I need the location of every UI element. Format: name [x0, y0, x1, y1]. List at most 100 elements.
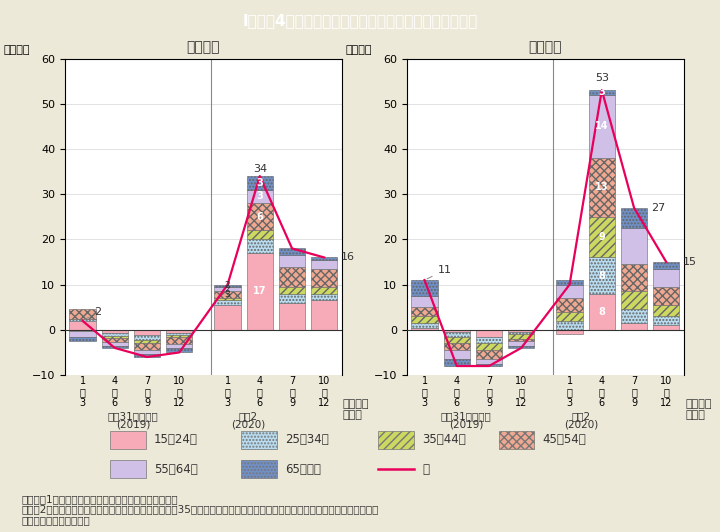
Bar — [102, 342, 128, 346]
Bar — [621, 228, 647, 264]
Bar — [166, 348, 192, 352]
Bar — [411, 323, 438, 328]
Bar — [444, 350, 470, 359]
Bar — [588, 158, 615, 217]
Bar — [279, 267, 305, 287]
Text: （月期）: （月期） — [343, 399, 369, 409]
Bar — [102, 334, 128, 336]
Bar — [134, 340, 161, 344]
Bar — [279, 255, 305, 267]
Text: (2019): (2019) — [116, 419, 150, 429]
Bar — [215, 301, 240, 305]
Bar — [411, 280, 438, 296]
Text: 65歳以上: 65歳以上 — [285, 463, 321, 476]
Text: 6: 6 — [256, 212, 264, 222]
Bar — [476, 337, 503, 344]
Bar — [311, 301, 338, 330]
Text: 8: 8 — [598, 307, 606, 317]
Bar — [621, 264, 647, 292]
Text: 2: 2 — [85, 307, 101, 319]
Text: 14: 14 — [595, 121, 608, 131]
Bar — [110, 460, 145, 478]
Bar — [653, 262, 680, 269]
Bar — [69, 310, 96, 319]
Bar — [279, 294, 305, 303]
Bar — [411, 307, 438, 316]
Bar — [279, 248, 305, 255]
Bar — [588, 294, 615, 330]
Text: 3: 3 — [256, 192, 264, 202]
Text: 17: 17 — [253, 286, 266, 296]
Bar — [279, 303, 305, 330]
Bar — [498, 431, 534, 449]
Bar — [246, 253, 273, 330]
Text: 34: 34 — [253, 164, 267, 174]
Bar — [411, 328, 438, 330]
Bar — [311, 269, 338, 287]
Bar — [215, 292, 240, 298]
Bar — [476, 330, 503, 337]
Bar — [476, 364, 503, 366]
Bar — [311, 294, 338, 301]
Text: 25～34歳: 25～34歳 — [285, 434, 329, 446]
Bar — [653, 287, 680, 305]
Text: 45～54歳: 45～54歳 — [542, 434, 586, 446]
Text: 3: 3 — [256, 178, 264, 188]
Bar — [102, 338, 128, 342]
Bar — [508, 332, 534, 335]
Text: 27: 27 — [651, 203, 665, 213]
Bar — [508, 339, 534, 341]
Bar — [476, 350, 503, 359]
Bar — [557, 298, 582, 312]
Bar — [69, 337, 96, 341]
Bar — [134, 350, 161, 354]
Bar — [508, 335, 534, 339]
Bar — [444, 359, 470, 366]
Bar — [134, 344, 161, 350]
Bar — [653, 305, 680, 316]
Bar — [653, 269, 680, 287]
Text: 令和2: 令和2 — [239, 411, 258, 421]
Bar — [246, 239, 273, 253]
Text: 2．「追加就労希望就業者」とは，就業時間が週35時間未満の就業者のうち，就業時間の追加を希望しており，追加で: 2．「追加就労希望就業者」とは，就業時間が週35時間未満の就業者のうち，就業時間… — [22, 504, 379, 514]
Text: (2019): (2019) — [449, 419, 483, 429]
Bar — [444, 344, 470, 350]
Text: 平成31・令和元: 平成31・令和元 — [108, 411, 158, 421]
Text: （月期）: （月期） — [685, 399, 712, 409]
Bar — [246, 176, 273, 190]
Bar — [166, 335, 192, 337]
Bar — [557, 330, 582, 335]
Bar — [557, 312, 582, 321]
Text: 11: 11 — [427, 265, 451, 279]
Bar — [621, 208, 647, 228]
Text: (2020): (2020) — [231, 419, 266, 429]
Text: 2: 2 — [225, 285, 230, 294]
Bar — [476, 359, 503, 364]
Title: ＜女性＞: ＜女性＞ — [186, 40, 220, 55]
Bar — [588, 90, 615, 95]
Bar — [102, 330, 128, 334]
Bar — [411, 296, 438, 307]
Text: 平成31・令和元: 平成31・令和元 — [441, 411, 491, 421]
Text: 15: 15 — [683, 257, 697, 267]
Bar — [476, 344, 503, 350]
Bar — [166, 330, 192, 334]
Bar — [444, 330, 470, 332]
Bar — [246, 190, 273, 203]
Text: 55～64歳: 55～64歳 — [154, 463, 197, 476]
Title: ＜男性＞: ＜男性＞ — [528, 40, 562, 55]
Bar — [110, 431, 145, 449]
Text: 15～24歳: 15～24歳 — [154, 434, 198, 446]
Text: （年）: （年） — [685, 410, 706, 420]
Text: 計: 計 — [422, 463, 429, 476]
Text: （万人）: （万人） — [4, 45, 30, 55]
Text: （万人）: （万人） — [346, 45, 372, 55]
Bar — [134, 354, 161, 357]
Bar — [588, 95, 615, 158]
Bar — [508, 330, 534, 332]
Bar — [246, 203, 273, 230]
Bar — [557, 280, 582, 285]
Text: （年）: （年） — [343, 410, 363, 420]
Bar — [134, 330, 161, 335]
Bar — [621, 310, 647, 323]
